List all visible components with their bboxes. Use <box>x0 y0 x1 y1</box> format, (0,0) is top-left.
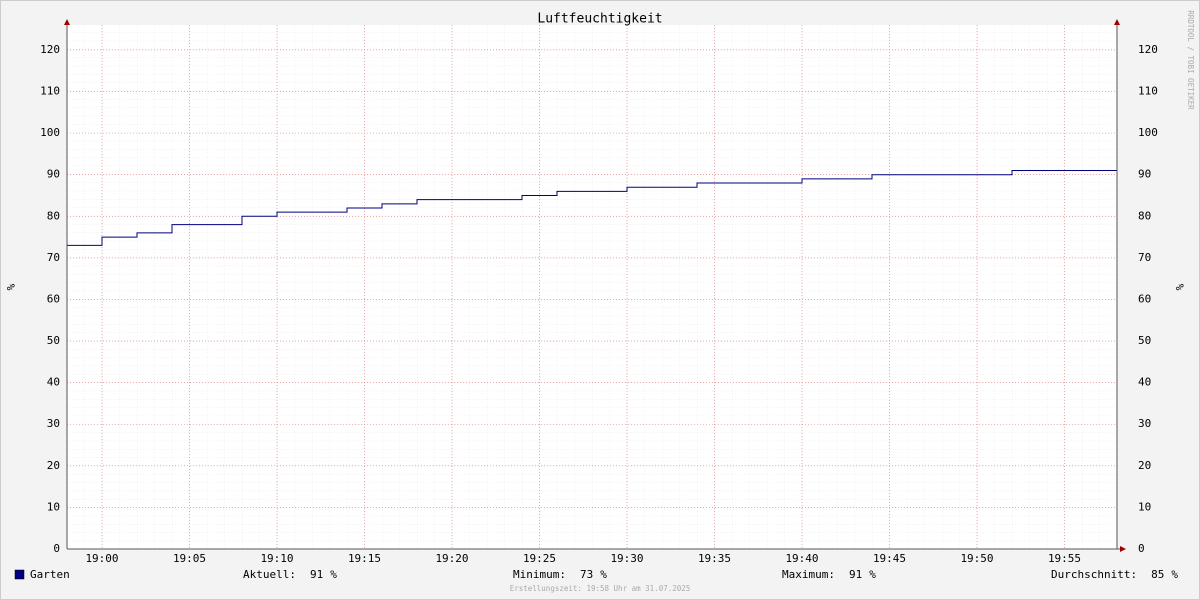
stat-value: 91 <box>849 568 862 581</box>
y-tick-label: 50 <box>47 334 60 347</box>
stat: Durchschnitt: 85% <box>1051 568 1178 581</box>
y-tick-label: 80 <box>47 209 60 222</box>
y2-tick-label: 50 <box>1138 334 1151 347</box>
stat: Aktuell: 91% <box>243 568 337 581</box>
x-tick-label: 19:30 <box>610 552 643 565</box>
stat-value: 73 <box>580 568 593 581</box>
y-tick-label: 120 <box>40 43 60 56</box>
y2-tick-label: 90 <box>1138 168 1151 181</box>
y2-tick-label: 70 <box>1138 251 1151 264</box>
x-tick-label: 19:40 <box>785 552 818 565</box>
stat-label: Minimum: <box>513 568 566 581</box>
data-line <box>67 170 1117 246</box>
axis-arrow <box>1120 546 1126 552</box>
stat: Minimum: 73% <box>513 568 607 581</box>
stat-unit: % <box>330 568 337 581</box>
stat-value: 91 <box>310 568 323 581</box>
x-tick-label: 19:35 <box>698 552 731 565</box>
axis-arrow <box>64 19 70 25</box>
y2-axis-label: % <box>1173 284 1186 291</box>
stat-label: Durchschnitt: <box>1051 568 1137 581</box>
y2-tick-label: 40 <box>1138 376 1151 389</box>
y2-tick-label: 80 <box>1138 209 1151 222</box>
y-tick-label: 40 <box>47 376 60 389</box>
y2-tick-label: 60 <box>1138 292 1151 305</box>
y-tick-label: 10 <box>47 500 60 513</box>
x-tick-label: 19:20 <box>435 552 468 565</box>
y2-tick-label: 120 <box>1138 43 1158 56</box>
y-tick-label: 20 <box>47 459 60 472</box>
legend-label: Garten <box>30 568 70 581</box>
x-tick-label: 19:55 <box>1048 552 1081 565</box>
y2-tick-label: 0 <box>1138 542 1145 555</box>
y-axis-label: % <box>4 284 17 291</box>
y-tick-label: 110 <box>40 85 60 98</box>
stat-label: Aktuell: <box>243 568 296 581</box>
x-tick-label: 19:45 <box>873 552 906 565</box>
y2-tick-label: 10 <box>1138 500 1151 513</box>
x-tick-label: 19:10 <box>260 552 293 565</box>
x-tick-label: 19:05 <box>173 552 206 565</box>
x-tick-label: 19:00 <box>85 552 118 565</box>
y-tick-label: 100 <box>40 126 60 139</box>
x-tick-label: 19:25 <box>523 552 556 565</box>
watermark: RRDTOOL / TOBI OETIKER <box>1186 10 1195 110</box>
stat: Maximum: 91% <box>782 568 876 581</box>
axis-arrow <box>1114 19 1120 25</box>
y2-tick-label: 20 <box>1138 459 1151 472</box>
footer: Erstellungszeit: 19:58 Uhr am 31.07.2025 <box>510 584 691 593</box>
y2-tick-label: 110 <box>1138 85 1158 98</box>
stat-unit: % <box>1171 568 1178 581</box>
stat-value: 85 <box>1151 568 1164 581</box>
y-tick-label: 0 <box>53 542 60 555</box>
y2-tick-label: 100 <box>1138 126 1158 139</box>
y-tick-label: 60 <box>47 292 60 305</box>
stat-unit: % <box>869 568 876 581</box>
y-tick-label: 90 <box>47 168 60 181</box>
stat-label: Maximum: <box>782 568 835 581</box>
stat-unit: % <box>600 568 607 581</box>
y2-tick-label: 30 <box>1138 417 1151 430</box>
chart-title: Luftfeuchtigkeit <box>537 12 662 27</box>
x-tick-label: 19:15 <box>348 552 381 565</box>
legend-swatch <box>14 569 25 580</box>
y-tick-label: 30 <box>47 417 60 430</box>
marks <box>67 170 1117 246</box>
y-tick-label: 70 <box>47 251 60 264</box>
x-tick-label: 19:50 <box>960 552 993 565</box>
minor-grid <box>67 25 1117 549</box>
